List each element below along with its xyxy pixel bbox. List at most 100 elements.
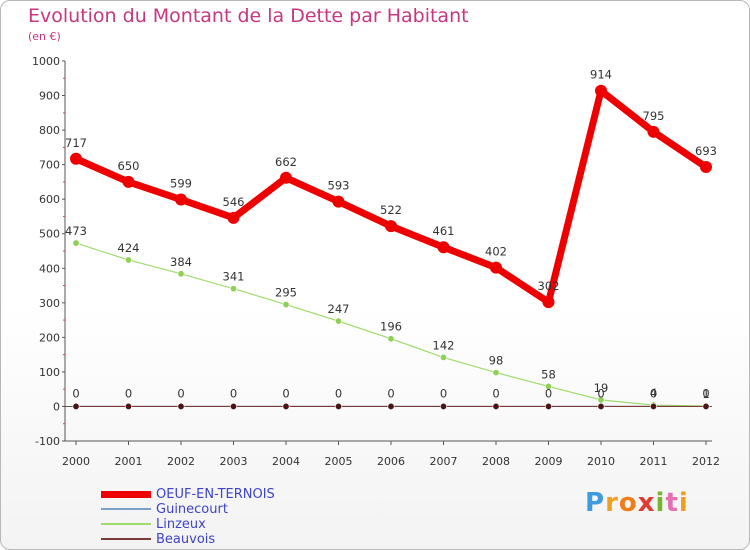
legend-label: OEUF-EN-TERNOIS <box>156 487 275 502</box>
data-point <box>122 175 135 188</box>
data-label: 19 <box>594 381 609 395</box>
x-tick-label: 2011 <box>640 455 668 468</box>
data-label: 461 <box>433 224 455 238</box>
data-point <box>387 402 395 410</box>
x-tick-label: 2010 <box>587 455 615 468</box>
brand-letter: r <box>605 488 619 518</box>
data-label: 196 <box>380 320 402 334</box>
y-tick-label: 200 <box>39 331 60 344</box>
brand-letter: i <box>678 488 689 518</box>
legend-label: Guinecourt <box>156 502 228 517</box>
brand-letter: i <box>655 488 666 518</box>
legend-swatch <box>101 490 151 498</box>
y-tick-label: 1000 <box>32 55 60 68</box>
y-tick-label: 300 <box>39 297 60 310</box>
data-point <box>649 402 657 410</box>
brand-letter: o <box>618 488 638 518</box>
data-label: 0 <box>650 386 657 400</box>
data-label: 717 <box>65 136 87 150</box>
data-point <box>437 241 450 254</box>
x-tick-label: 2007 <box>430 455 458 468</box>
x-tick-label: 2002 <box>167 455 195 468</box>
brand-logo: Proxiti <box>585 488 689 518</box>
data-label: 0 <box>230 386 237 400</box>
data-label: 98 <box>489 354 504 368</box>
chart-title: Evolution du Montant de la Dette par Hab… <box>28 5 469 27</box>
data-point <box>125 402 133 410</box>
y-tick-label: 500 <box>39 228 60 241</box>
data-point <box>72 239 80 247</box>
legend-swatch <box>101 508 151 510</box>
data-label: 0 <box>125 386 132 400</box>
data-label: 247 <box>328 302 350 316</box>
data-label: 142 <box>433 338 455 352</box>
data-point <box>387 335 395 343</box>
x-tick-label: 2009 <box>535 455 563 468</box>
data-point <box>125 256 133 264</box>
data-point <box>282 301 290 309</box>
x-tick-label: 2012 <box>692 455 720 468</box>
x-tick-label: 2003 <box>220 455 248 468</box>
data-point <box>647 125 660 138</box>
data-point <box>227 211 240 224</box>
x-tick-label: 2005 <box>325 455 353 468</box>
data-point <box>544 382 552 390</box>
data-label: 295 <box>275 286 297 300</box>
data-label: 0 <box>72 386 79 400</box>
data-point <box>544 402 552 410</box>
y-tick-label: 600 <box>39 193 60 206</box>
data-label: 0 <box>335 386 342 400</box>
x-tick-label: 2000 <box>62 455 90 468</box>
data-point <box>230 402 238 410</box>
data-label: 914 <box>590 68 612 82</box>
brand-letter: t <box>665 488 679 518</box>
data-label: 693 <box>695 144 717 158</box>
legend-label: Beauvois <box>156 532 216 547</box>
data-point <box>385 220 397 233</box>
x-tick-label: 2006 <box>377 455 405 468</box>
data-point <box>177 270 185 278</box>
data-point <box>280 171 292 184</box>
y-tick-label: 800 <box>39 124 60 137</box>
data-label: 650 <box>118 159 140 173</box>
y-tick-label: -100 <box>35 435 60 448</box>
data-label: 402 <box>485 245 507 259</box>
data-point <box>72 402 80 410</box>
data-label: 0 <box>440 386 447 400</box>
legend-swatch <box>101 538 151 540</box>
data-point <box>490 261 502 274</box>
data-label: 662 <box>275 155 297 169</box>
data-label: 546 <box>223 195 245 209</box>
data-label: 384 <box>170 255 192 269</box>
data-point <box>492 402 500 410</box>
data-label: 0 <box>387 386 394 400</box>
data-point <box>334 402 342 410</box>
data-point <box>70 152 82 165</box>
data-point <box>595 84 607 97</box>
data-label: 599 <box>170 177 192 191</box>
data-point <box>597 402 605 410</box>
data-point <box>702 402 710 410</box>
data-label: 473 <box>65 224 87 238</box>
data-point <box>439 402 447 410</box>
data-label: 4 <box>650 386 657 400</box>
data-label: 0 <box>545 386 552 400</box>
data-point <box>334 317 342 325</box>
y-tick-label: 100 <box>39 366 60 379</box>
data-point <box>542 296 555 309</box>
data-label: 0 <box>177 386 184 400</box>
data-label: 302 <box>538 279 560 293</box>
data-label: 424 <box>118 241 140 255</box>
y-tick-label: 700 <box>39 159 60 172</box>
data-point <box>439 353 447 361</box>
x-tick-label: 2001 <box>115 455 143 468</box>
y-tick-label: 400 <box>39 262 60 275</box>
data-label: 1 <box>702 387 709 401</box>
series-line <box>72 87 710 306</box>
data-label: 522 <box>380 203 402 217</box>
data-point <box>175 193 187 206</box>
data-label: 58 <box>541 367 556 381</box>
data-point <box>177 402 185 410</box>
y-tick-label: 0 <box>53 400 60 413</box>
